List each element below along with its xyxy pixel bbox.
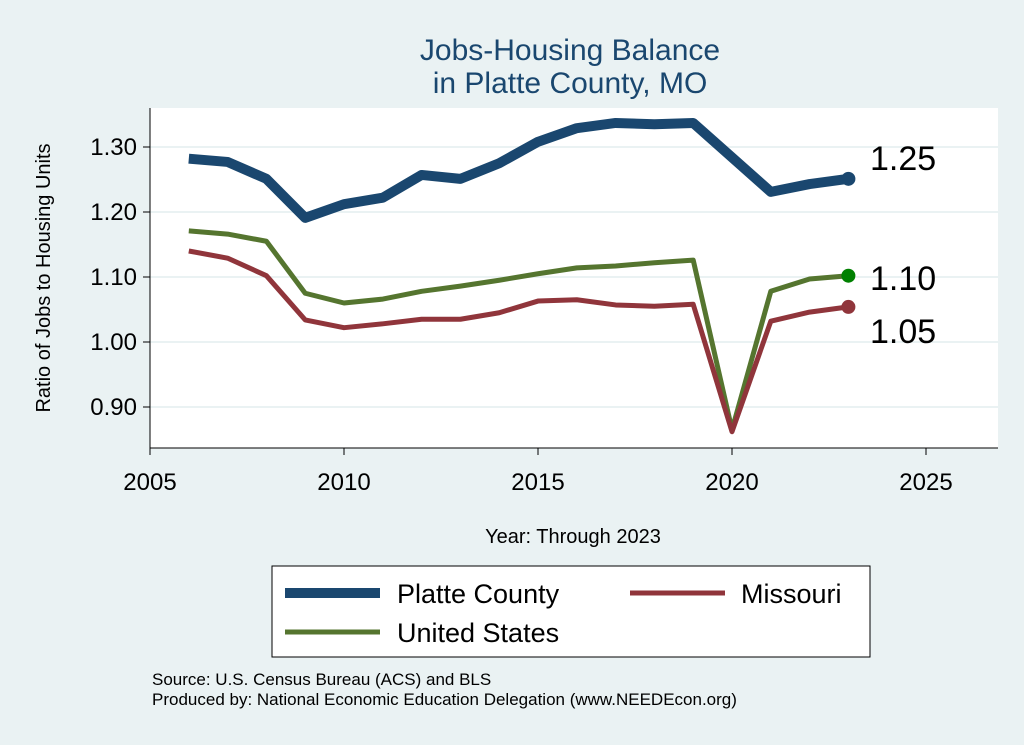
series-line-platte-county [188,117,850,223]
end-value-label: 1.05 [870,313,936,351]
x-axis-label: Year: Through 2023 [485,526,661,548]
x-tick-label: 2010 [317,469,370,496]
legend: Platte County Missouri United States [271,565,871,658]
legend-label-us: United States [397,618,559,648]
chart-title-line1: Jobs-Housing Balance [420,34,720,67]
end-value-label: 1.25 [870,140,936,178]
x-tick-label: 2020 [705,469,758,496]
end-point-marker [841,268,856,283]
legend-label-platte: Platte County [397,579,560,609]
y-tick-label: 0.90 [90,394,137,421]
y-tick-label: 1.20 [90,199,137,226]
x-tick-label: 2025 [899,469,952,496]
chart-title-line2: in Platte County, MO [433,67,708,100]
series-line-missouri [188,248,849,435]
producer-note: Produced by: National Economic Education… [152,690,737,709]
source-note: Source: U.S. Census Bureau (ACS) and BLS [152,670,492,689]
legend-label-missouri: Missouri [741,579,842,609]
y-tick-label: 1.30 [90,134,137,161]
end-point-marker [841,171,856,186]
y-tick-label: 1.00 [90,329,137,356]
end-point-marker [841,299,856,314]
y-tick-label: 1.10 [90,264,137,291]
end-value-label: 1.10 [870,260,936,298]
x-tick-label: 2015 [511,469,564,496]
x-tick-label: 2005 [123,469,176,496]
y-axis-label: Ratio of Jobs to Housing Units [33,143,55,412]
